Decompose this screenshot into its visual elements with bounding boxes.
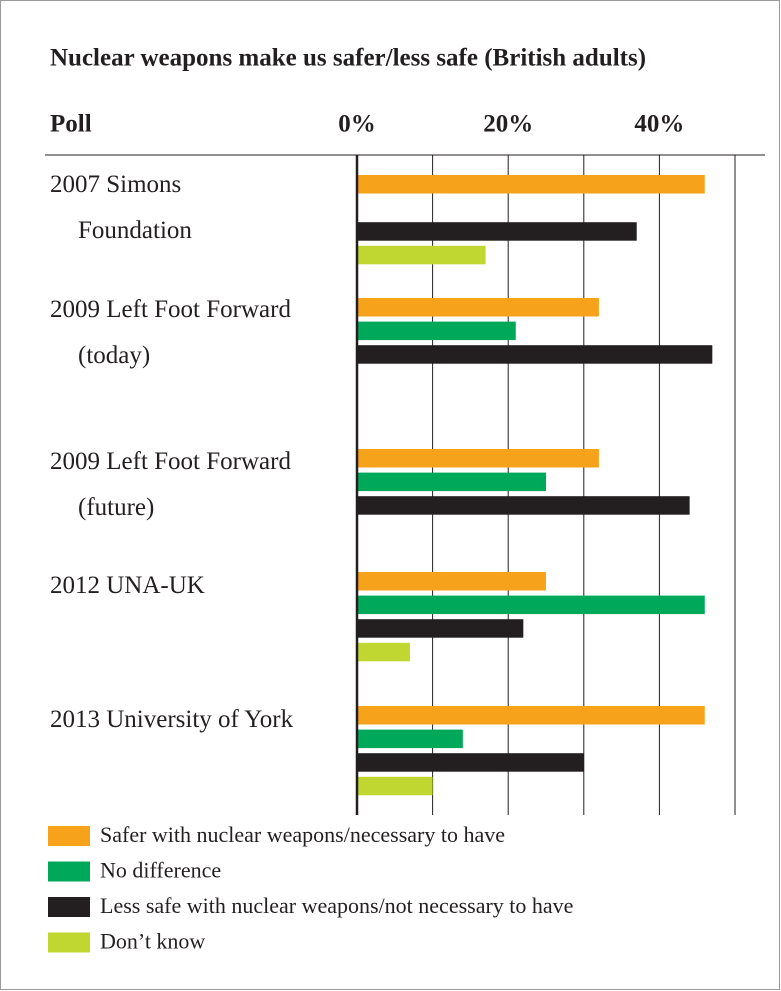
bar — [357, 345, 713, 364]
category-label: 2013 University of York — [50, 706, 294, 733]
bar — [357, 619, 524, 638]
category-label: 2009 Left Foot Forward (future) — [50, 448, 291, 521]
bar — [357, 595, 705, 615]
legend-swatch — [48, 861, 90, 882]
bar — [357, 449, 599, 468]
legend-label: Safer with nuclear weapons/necessary to … — [100, 822, 505, 847]
bar — [357, 472, 546, 492]
category-label: 2009 Left Foot Forward (today) — [50, 296, 291, 369]
category-label: 2012 UNA-UK — [50, 572, 205, 599]
bar — [357, 572, 546, 591]
x-tick-label: 20% — [483, 111, 533, 138]
bar — [357, 753, 584, 772]
legend-swatch — [48, 826, 90, 846]
bar — [357, 496, 690, 515]
legend-swatch — [48, 932, 90, 953]
bar — [357, 321, 516, 341]
category-header: Poll — [50, 111, 92, 138]
legend-label: No difference — [100, 858, 221, 883]
bar — [357, 245, 486, 265]
bar — [357, 222, 637, 241]
legend-label: Don’t know — [100, 929, 205, 954]
chart-title: Nuclear weapons make us safer/less safe … — [50, 45, 646, 72]
bar — [357, 175, 705, 194]
x-tick-label: 0% — [338, 111, 376, 138]
bar — [357, 298, 599, 317]
bar — [357, 706, 705, 725]
bar — [357, 642, 410, 662]
legend-swatch — [48, 897, 90, 917]
legend-label: Less safe with nuclear weapons/not neces… — [100, 893, 573, 918]
x-tick-label: 40% — [634, 111, 684, 138]
category-label: 2007 Simons Foundation — [50, 171, 192, 244]
bar — [357, 776, 433, 796]
bar — [357, 729, 463, 749]
